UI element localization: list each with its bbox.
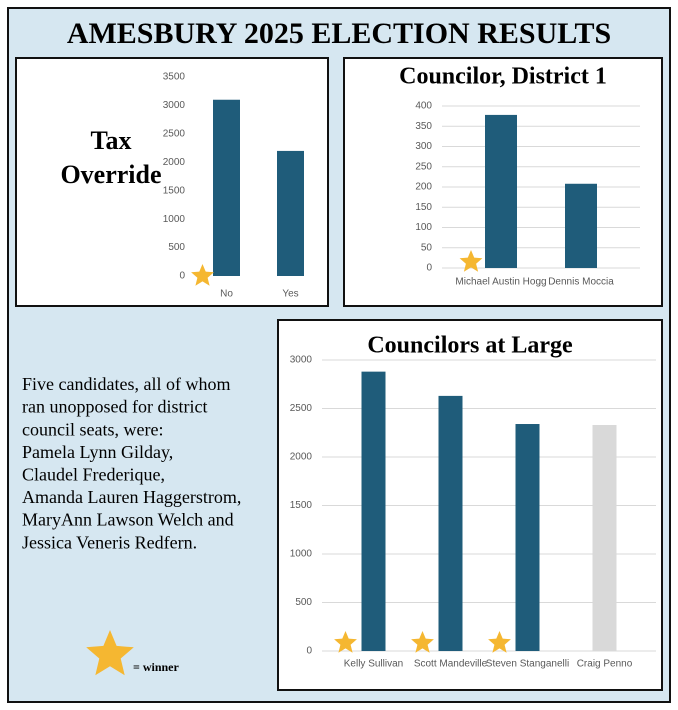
bar bbox=[485, 114, 517, 268]
y-tick-label: 250 bbox=[415, 161, 432, 172]
note-line: ran unopposed for district bbox=[22, 397, 207, 417]
note-line: Amanda Lauren Haggerstrom, bbox=[22, 487, 241, 507]
y-tick-label: 0 bbox=[179, 271, 185, 282]
winner-star bbox=[411, 631, 434, 653]
y-tick-label: 150 bbox=[415, 202, 432, 213]
chart-title: Councilors at Large bbox=[367, 333, 573, 359]
x-tick-label: Craig Penno bbox=[577, 659, 633, 670]
y-tick-label: 3000 bbox=[290, 355, 313, 366]
y-tick-label: 2000 bbox=[163, 157, 186, 168]
chart-title: Councilor, District 1 bbox=[399, 64, 607, 90]
y-tick-label: 2500 bbox=[290, 403, 313, 414]
x-tick-label: Yes bbox=[282, 289, 298, 300]
y-tick-label: 500 bbox=[168, 242, 185, 253]
bar bbox=[565, 183, 597, 268]
x-tick-label: Kelly Sullivan bbox=[344, 659, 403, 670]
chart-title: Override bbox=[60, 160, 161, 189]
x-tick-label: Michael Austin Hogg bbox=[455, 277, 546, 288]
y-tick-label: 500 bbox=[295, 597, 312, 608]
legend: = winner bbox=[133, 660, 180, 674]
x-tick-label: Scott Mandeville bbox=[414, 659, 488, 670]
y-tick-label: 2000 bbox=[290, 452, 313, 463]
y-tick-label: 1500 bbox=[163, 185, 186, 196]
x-tick-label: Dennis Moccia bbox=[548, 277, 614, 288]
y-tick-label: 1000 bbox=[163, 214, 186, 225]
note-line: MaryAnn Lawson Welch and bbox=[22, 510, 234, 530]
winner-star bbox=[191, 264, 214, 286]
bar bbox=[592, 424, 617, 651]
note-line: Claudel Frederique, bbox=[22, 465, 165, 485]
winner-star bbox=[334, 631, 357, 653]
y-tick-label: 200 bbox=[415, 182, 432, 193]
winner-star bbox=[488, 631, 511, 653]
y-tick-label: 50 bbox=[421, 242, 433, 253]
y-tick-label: 300 bbox=[415, 141, 432, 152]
winner-star bbox=[459, 250, 483, 272]
bar bbox=[515, 424, 540, 651]
y-tick-label: 3000 bbox=[163, 100, 186, 111]
chart-title: Tax bbox=[91, 126, 132, 155]
panel bbox=[15, 57, 329, 307]
y-tick-label: 0 bbox=[306, 646, 312, 657]
bar bbox=[438, 395, 463, 651]
x-tick-label: Steven Stanganelli bbox=[486, 659, 569, 670]
y-tick-label: 1000 bbox=[290, 549, 313, 560]
y-tick-label: 100 bbox=[415, 222, 432, 233]
note-line: Five candidates, all of whom bbox=[22, 374, 230, 394]
y-tick-label: 0 bbox=[426, 263, 432, 274]
note-line: Jessica Veneris Redfern. bbox=[22, 532, 197, 552]
x-tick-label: No bbox=[220, 289, 233, 300]
legend-label: = winner bbox=[133, 660, 180, 674]
y-tick-label: 400 bbox=[415, 101, 432, 112]
main-title: AMESBURY 2025 ELECTION RESULTS bbox=[67, 17, 611, 50]
legend-star bbox=[86, 630, 134, 676]
note-line: council seats, were: bbox=[22, 419, 163, 439]
bar bbox=[277, 150, 304, 276]
bar bbox=[213, 99, 240, 276]
note-line: Pamela Lynn Gilday, bbox=[22, 442, 173, 462]
bar bbox=[361, 371, 386, 651]
y-tick-label: 350 bbox=[415, 121, 432, 132]
y-tick-label: 1500 bbox=[290, 500, 313, 511]
y-tick-label: 3500 bbox=[163, 72, 186, 83]
y-tick-label: 2500 bbox=[163, 128, 186, 139]
